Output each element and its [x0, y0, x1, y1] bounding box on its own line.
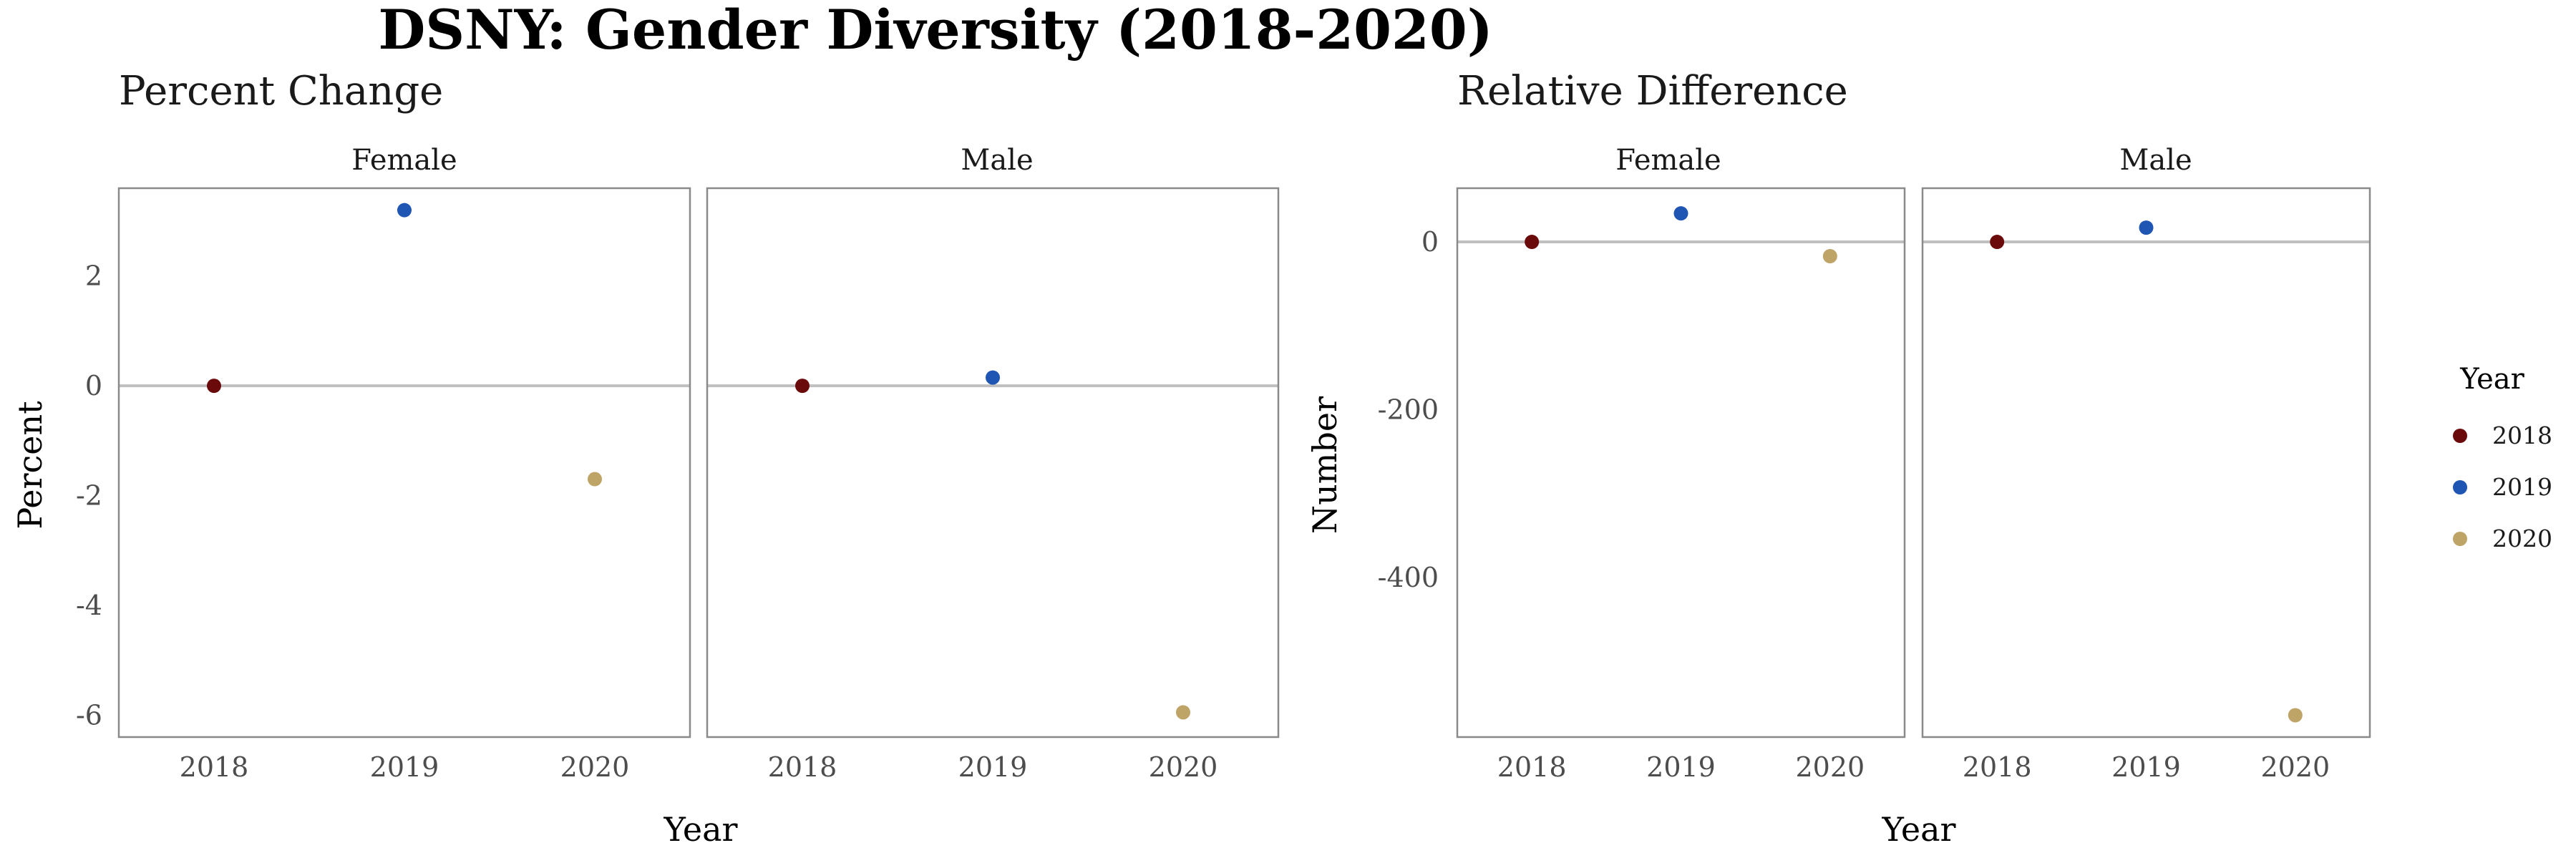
legend-label-2020: 2020: [2492, 525, 2552, 552]
chart-1-female-panel: [117, 187, 691, 738]
chart-1-strip-female: Female: [351, 144, 457, 177]
chart-2-subtitle: Relative Difference: [1457, 68, 1848, 114]
chart-1-y-tick-0: 2: [85, 260, 102, 292]
chart-1-subtitle: Percent Change: [119, 68, 443, 114]
chart-1-ylabel: Percent: [11, 401, 49, 530]
chart-2-male-point-2020: [2288, 708, 2303, 723]
chart-1-male-x-tick-2019: 2019: [958, 751, 1028, 783]
chart-2-y-tick-0: 0: [1421, 226, 1439, 258]
chart-2-xlabel: Year: [1881, 810, 1955, 849]
chart-1-female-point-2018: [207, 379, 221, 394]
chart-2-strip-male: Male: [2119, 144, 2192, 177]
chart-2-male-point-2019: [2139, 220, 2154, 235]
chart-1-female-x-tick-2018: 2018: [180, 751, 249, 783]
chart-1-female-x-tick-2019: 2019: [370, 751, 439, 783]
chart-2-ylabel: Number: [1306, 396, 1344, 534]
chart-2-female-x-tick-2018: 2018: [1497, 751, 1567, 783]
chart-2-female-point-2020: [1822, 248, 1837, 263]
chart-2-female-x-tick-2020: 2020: [1795, 751, 1865, 783]
chart-1-y-tick-1: 0: [85, 370, 102, 401]
chart-2-male-point-2018: [1990, 235, 2005, 250]
legend-key-2019: [2453, 480, 2467, 494]
chart-2-y-tick-2: -400: [1378, 562, 1439, 593]
legend-label-2019: 2019: [2492, 473, 2552, 501]
chart-1-male-x-tick-2020: 2020: [1149, 751, 1218, 783]
chart-1-female-x-tick-2020: 2020: [560, 751, 630, 783]
legend-key-2018: [2453, 429, 2467, 443]
chart-2-female-panel: [1456, 187, 1906, 738]
chart-1-y-tick-4: -6: [76, 699, 102, 731]
chart-1-y-tick-3: -4: [76, 590, 102, 621]
chart-1-xlabel: Year: [663, 810, 737, 849]
chart-1-strip-male: Male: [961, 144, 1033, 177]
figure-title: DSNY: Gender Diversity (2018-2020): [378, 0, 1492, 62]
chart-1-male-point-2019: [986, 370, 1000, 385]
chart-1-male-panel: [706, 187, 1280, 738]
legend-title: Year: [2459, 363, 2524, 396]
chart-2-male-x-tick-2020: 2020: [2260, 751, 2330, 783]
chart-2-male-x-tick-2018: 2018: [1963, 751, 2032, 783]
chart-1-male-x-tick-2018: 2018: [768, 751, 837, 783]
chart-2-y-tick-1: -200: [1378, 394, 1439, 426]
chart-2-male-panel: [1921, 187, 2371, 738]
legend-key-2020: [2453, 532, 2467, 546]
legend-label-2018: 2018: [2492, 421, 2552, 449]
chart-2-strip-female: Female: [1615, 144, 1721, 177]
chart-2-male-x-tick-2019: 2019: [2111, 751, 2181, 783]
chart-1-y-tick-2: -2: [76, 480, 102, 512]
chart-2-female-point-2018: [1525, 235, 1540, 250]
chart-1-female-point-2020: [588, 472, 602, 487]
chart-1-female-point-2019: [397, 203, 412, 218]
chart-1-male-point-2018: [795, 379, 810, 394]
chart-2-female-x-tick-2019: 2019: [1646, 751, 1716, 783]
chart-2-female-point-2019: [1673, 206, 1688, 221]
chart-1-male-point-2020: [1176, 705, 1190, 720]
